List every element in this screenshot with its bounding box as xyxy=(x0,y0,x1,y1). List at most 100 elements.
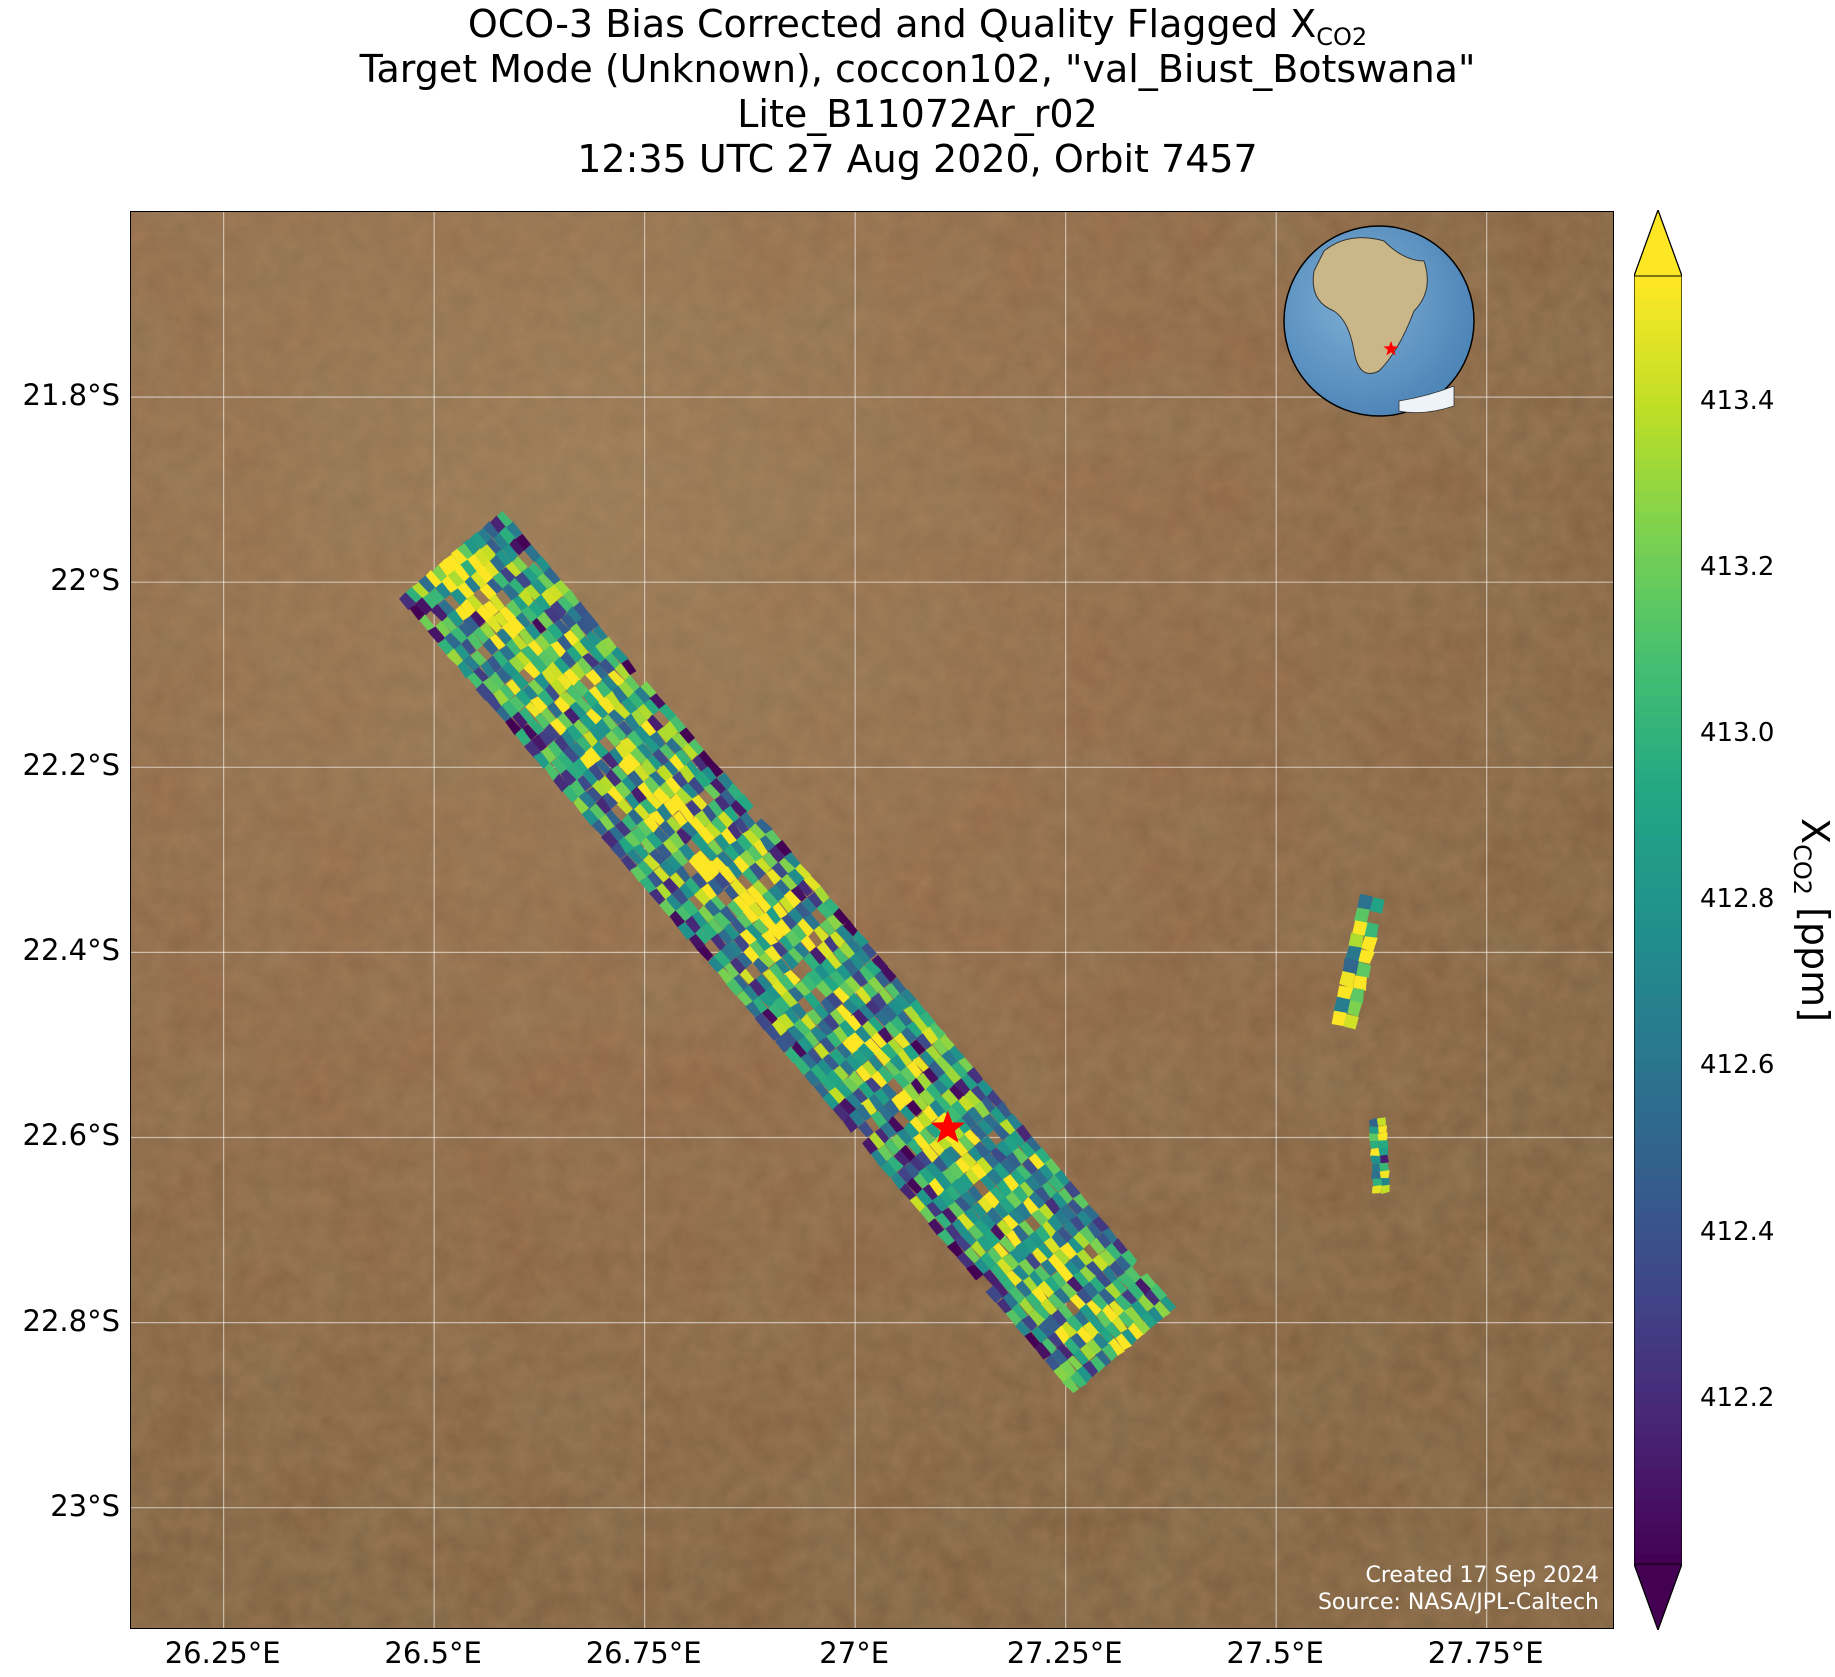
swath-main-pixel xyxy=(1107,1337,1126,1357)
colorbar-segment xyxy=(1634,318,1682,331)
colorbar-segment xyxy=(1634,1274,1682,1286)
swath-main-pixel xyxy=(565,724,583,743)
swath-main-pixel xyxy=(1034,1341,1052,1360)
swath-main-pixel xyxy=(506,679,522,696)
colorbar-segment xyxy=(1634,1091,1682,1104)
colorbar-segment xyxy=(1634,716,1682,728)
lon-tick-label-5: 27.5°E xyxy=(1226,1636,1324,1670)
swath-main-pixel xyxy=(466,594,484,611)
swath-main-pixel xyxy=(669,872,685,889)
colorbar-segment xyxy=(1634,533,1682,546)
swath-main-pixel xyxy=(1060,1321,1078,1338)
colorbar-segment xyxy=(1634,1456,1682,1469)
swath-main-pixel xyxy=(461,638,477,655)
swath-main-pixel xyxy=(784,1046,802,1064)
swath-main-pixel xyxy=(614,820,632,837)
swath-main-pixel xyxy=(523,740,542,759)
swath-main-pixel xyxy=(1040,1181,1057,1199)
swath-main-pixel xyxy=(899,1183,917,1200)
swath-main-pixel xyxy=(585,669,603,686)
colorbar-segment xyxy=(1634,952,1682,964)
swath-main-pixel xyxy=(1089,1355,1106,1374)
swath-small-0-pixel xyxy=(1345,945,1362,962)
swath-small-1-pixel xyxy=(1379,1170,1390,1179)
colorbar-segment xyxy=(1634,1424,1682,1437)
swath-main-pixel xyxy=(854,1104,872,1122)
swath-main-pixel xyxy=(862,1060,878,1078)
swath-small-1-pixel xyxy=(1371,1184,1382,1194)
swath-main-pixel xyxy=(505,717,522,736)
swath-main-pixel xyxy=(508,538,525,556)
swath-main-pixel xyxy=(523,584,541,601)
colorbar-tick-label-5: 413.2 xyxy=(1700,551,1775,582)
swath-main-pixel xyxy=(1127,1322,1144,1340)
swath-main-pixel xyxy=(1034,1224,1052,1244)
swath-main-pixel xyxy=(1140,1311,1158,1329)
colorbar-segment xyxy=(1634,437,1682,449)
swath-main-pixel xyxy=(1029,1269,1044,1287)
colorbar-segment xyxy=(1634,565,1682,578)
swath-main-pixel xyxy=(1117,1272,1136,1289)
swath-main-pixel xyxy=(1086,1300,1102,1317)
figure-title: OCO-3 Bias Corrected and Quality Flagged… xyxy=(0,2,1835,182)
swath-main-pixel xyxy=(1057,1187,1073,1205)
map-canvas xyxy=(131,212,1613,1628)
swath-small-0-pixel xyxy=(1348,932,1364,950)
swath-main-pixel xyxy=(675,865,691,883)
swath-main-pixel xyxy=(621,776,637,794)
swath-main-pixel xyxy=(722,922,741,941)
colorbar-segment xyxy=(1634,1360,1682,1372)
colorbar-segment xyxy=(1634,694,1682,707)
swath-main-pixel xyxy=(833,986,850,1004)
colorbar-extend-max xyxy=(1633,208,1683,277)
lat-tick-label-6: 23°S xyxy=(50,1488,120,1523)
colorbar-segment xyxy=(1634,995,1682,1007)
colorbar-segment xyxy=(1634,759,1682,771)
swath-main-pixel xyxy=(581,808,599,826)
colorbar-segment xyxy=(1634,372,1682,385)
swath-main-pixel xyxy=(893,993,911,1011)
swath-main-pixel xyxy=(706,878,725,897)
swath-main-pixel xyxy=(822,935,839,954)
swath-small-0-pixel xyxy=(1343,1013,1359,1030)
swath-main-pixel xyxy=(585,708,603,725)
swath-main-pixel xyxy=(563,668,581,686)
swath-main-pixel xyxy=(550,600,567,620)
colorbar-segment xyxy=(1634,1081,1682,1093)
swath-main-pixel xyxy=(887,1155,905,1173)
map-panel[interactable]: Created 17 Sep 2024 Source: NASA/JPL-Cal… xyxy=(130,211,1614,1629)
swath-main-pixel xyxy=(489,634,506,650)
colorbar-segment xyxy=(1634,1027,1682,1040)
swath-main-pixel xyxy=(614,663,631,681)
swath-main-pixel xyxy=(711,856,728,874)
swath-main-pixel xyxy=(549,718,568,736)
swath-main-pixel xyxy=(948,1045,965,1062)
colorbar-segment xyxy=(1634,329,1682,342)
swath-main-pixel xyxy=(870,1111,888,1129)
swath-small-0-pixel xyxy=(1363,921,1379,939)
swath-main-pixel xyxy=(762,968,780,985)
swath-main-pixel xyxy=(669,715,687,734)
colorbar-segment xyxy=(1634,1349,1682,1362)
colorbar-tick-label-3: 412.8 xyxy=(1700,884,1775,915)
swath-main-pixel xyxy=(861,942,878,960)
colorbar-segment xyxy=(1634,962,1682,975)
colorbar-segment xyxy=(1634,1295,1682,1308)
colorbar-tick-label-4: 413.0 xyxy=(1700,718,1775,749)
swath-main-pixel xyxy=(966,1106,983,1124)
swath-main-pixel xyxy=(457,660,474,679)
swath-main-pixel xyxy=(757,990,776,1008)
swath-main-pixel xyxy=(903,1121,920,1139)
swath-main-pixel xyxy=(659,859,677,877)
colorbar-segment xyxy=(1634,1145,1682,1158)
swath-main-pixel xyxy=(919,1205,936,1223)
swath-main-pixel xyxy=(518,707,534,725)
lat-tick-label-2: 22.2°S xyxy=(22,748,120,783)
swath-main-pixel xyxy=(553,773,570,793)
colorbar-segment xyxy=(1634,737,1682,750)
colorbar-segment xyxy=(1634,1521,1682,1533)
colorbar-segment xyxy=(1634,308,1682,320)
swath-main-pixel xyxy=(648,888,666,906)
swath-main-pixel xyxy=(727,861,743,879)
colorbar-tick-label-2: 412.6 xyxy=(1700,1050,1775,1081)
